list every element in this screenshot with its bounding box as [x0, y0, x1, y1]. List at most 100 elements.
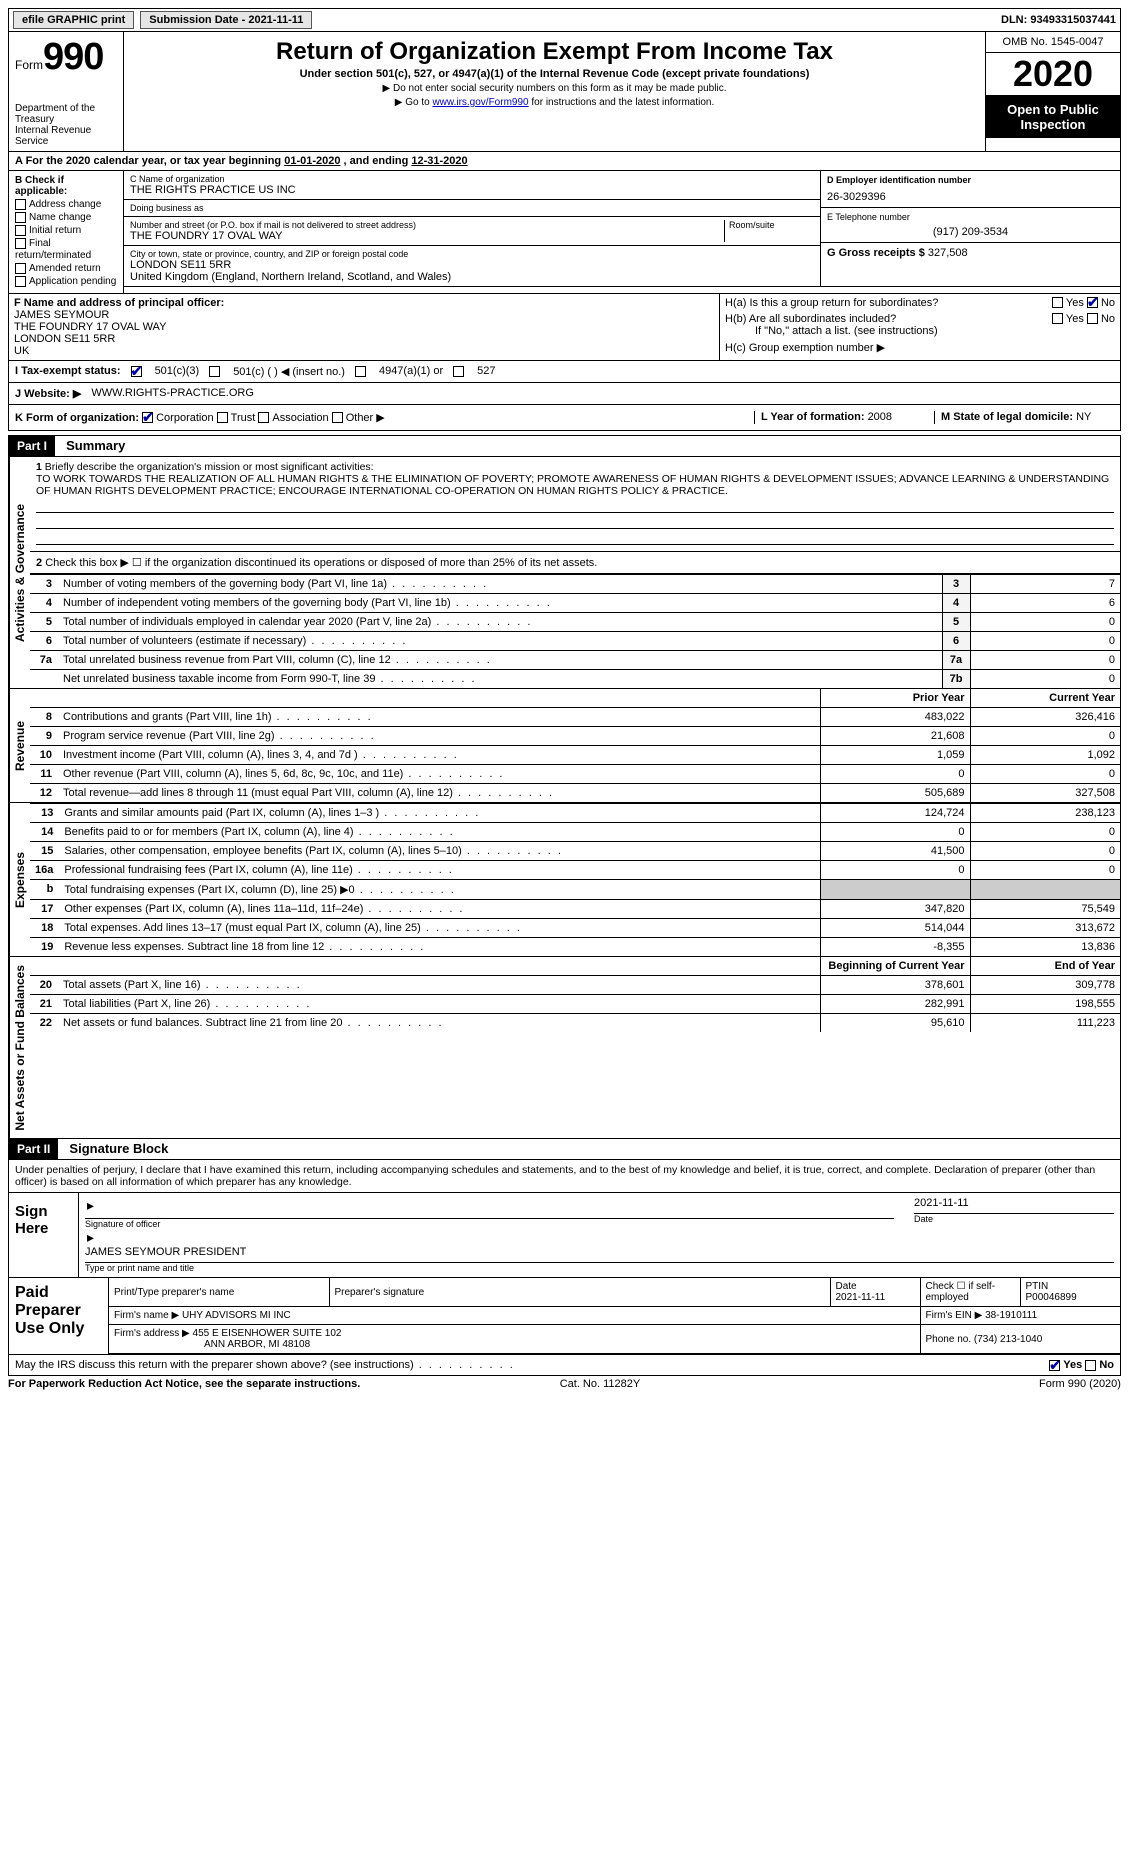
table-row: 8Contributions and grants (Part VIII, li…: [30, 707, 1120, 726]
street: THE FOUNDRY 17 OVAL WAY: [130, 230, 724, 242]
lbl-501c: 501(c) ( ) ◀ (insert no.): [233, 365, 345, 378]
phone-row: E Telephone number (917) 209-3534: [821, 208, 1120, 243]
line-no: 6: [30, 631, 58, 650]
lbl-corp: Corporation: [156, 412, 213, 424]
current-value: 238,123: [970, 803, 1120, 822]
q1: Briefly describe the organization's miss…: [45, 461, 374, 473]
firm-name-label: Firm's name ▶: [114, 1310, 179, 1321]
chk-trust[interactable]: [217, 412, 228, 423]
colB-checkbox[interactable]: [15, 212, 26, 223]
prep-date-cell: Date 2021-11-11: [830, 1278, 920, 1307]
chk-527[interactable]: [453, 366, 464, 377]
room-label: Room/suite: [729, 220, 814, 230]
gov-section: Activities & Governance 1 Briefly descri…: [9, 457, 1120, 688]
table-row: bTotal fundraising expenses (Part IX, co…: [30, 879, 1120, 899]
colB-checkbox[interactable]: [15, 263, 26, 274]
chk-other[interactable]: [332, 412, 343, 423]
blank-line-2: [36, 515, 1114, 529]
prep-hdr-row: Print/Type preparer's name Preparer's si…: [109, 1278, 1120, 1307]
gross-value: 327,508: [928, 247, 968, 259]
prep-date-value: 2021-11-11: [836, 1292, 886, 1303]
table-row: 11Other revenue (Part VIII, column (A), …: [30, 764, 1120, 783]
tax-exempt-status: I Tax-exempt status: 501(c)(3) 501(c) ( …: [8, 361, 1121, 383]
table-row: 10Investment income (Part VIII, column (…: [30, 745, 1120, 764]
topbar: efile GRAPHIC print Submission Date - 20…: [8, 8, 1121, 32]
colB-item: Amended return: [15, 263, 117, 274]
colB-label: Application pending: [29, 276, 116, 287]
chk-4947[interactable]: [355, 366, 366, 377]
irs-link[interactable]: www.irs.gov/Form990: [432, 97, 528, 108]
l-value: 2008: [868, 411, 892, 423]
line-no: 20: [30, 975, 58, 994]
line-desc: Total assets (Part X, line 16): [58, 975, 820, 994]
line-desc: Contributions and grants (Part VIII, lin…: [58, 707, 820, 726]
table-row: 15Salaries, other compensation, employee…: [30, 841, 1120, 860]
paid-preparer-block: Paid Preparer Use Only Print/Type prepar…: [9, 1277, 1120, 1354]
colB-checkbox[interactable]: [15, 199, 26, 210]
colB-label: Name change: [29, 212, 91, 223]
ha-yes-check[interactable]: [1052, 297, 1063, 308]
sig-date-value: 2021-11-11: [914, 1197, 1114, 1209]
line-desc: Total liabilities (Part X, line 26): [58, 994, 820, 1013]
ha-text: H(a) Is this a group return for subordin…: [725, 297, 938, 309]
colB-checkbox[interactable]: [15, 238, 26, 249]
discuss-yes: Yes: [1063, 1359, 1082, 1371]
firm-name-row: Firm's name ▶ UHY ADVISORS MI INC Firm's…: [109, 1307, 1120, 1325]
discuss-row: May the IRS discuss this return with the…: [9, 1354, 1120, 1375]
line-box: 3: [942, 574, 970, 593]
h-a: H(a) Is this a group return for subordin…: [725, 297, 1115, 309]
col-h: H(a) Is this a group return for subordin…: [720, 294, 1120, 360]
line-desc: Total number of volunteers (estimate if …: [58, 631, 942, 650]
vtab-governance: Activities & Governance: [9, 457, 30, 688]
ha-no-check[interactable]: [1087, 297, 1098, 308]
current-value: 0: [970, 726, 1120, 745]
gov-table: 3Number of voting members of the governi…: [30, 574, 1120, 688]
note-website: ▶ Go to www.irs.gov/Form990 for instruct…: [130, 97, 979, 108]
line-box: 5: [942, 612, 970, 631]
hb-yes-check[interactable]: [1052, 313, 1063, 324]
chk-501c[interactable]: [209, 366, 220, 377]
line-desc: Program service revenue (Part VIII, line…: [58, 726, 820, 745]
dept-treasury: Department of the Treasury Internal Reve…: [15, 103, 117, 147]
table-row: 16aProfessional fundraising fees (Part I…: [30, 860, 1120, 879]
m-state: M State of legal domicile: NY: [934, 411, 1114, 424]
chk-501c3[interactable]: [131, 366, 142, 377]
col-b-checkboxes: B Check if applicable: Address changeNam…: [9, 171, 124, 293]
discuss-no-check[interactable]: [1085, 1360, 1096, 1371]
table-row: 13Grants and similar amounts paid (Part …: [30, 803, 1120, 822]
dln-value: 93493315037441: [1030, 14, 1116, 26]
current-value: 326,416: [970, 707, 1120, 726]
colB-header: B Check if applicable:: [15, 175, 117, 197]
prior-value: -8,355: [820, 937, 970, 956]
chk-corp[interactable]: [142, 412, 153, 423]
prep-name-label: Print/Type preparer's name: [109, 1278, 329, 1307]
prior-value: [820, 879, 970, 899]
sign-arrow-1: [85, 1197, 894, 1214]
rev-header-row: Prior Year Current Year: [30, 689, 1120, 708]
part-ii-title: Signature Block: [69, 1141, 168, 1156]
exp-table: 13Grants and similar amounts paid (Part …: [30, 803, 1120, 956]
line-no: 9: [30, 726, 58, 745]
col-c-block: C Name of organization THE RIGHTS PRACTI…: [124, 171, 1120, 293]
line-desc: Grants and similar amounts paid (Part IX…: [59, 803, 820, 822]
org-name-label: C Name of organization: [130, 174, 814, 184]
colB-checkbox[interactable]: [15, 276, 26, 287]
table-row: 22Net assets or fund balances. Subtract …: [30, 1013, 1120, 1032]
current-value: 198,555: [970, 994, 1120, 1013]
foot-left: For Paperwork Reduction Act Notice, see …: [8, 1378, 360, 1390]
chk-assoc[interactable]: [258, 412, 269, 423]
hdr-curr: Current Year: [970, 689, 1120, 708]
current-value: 111,223: [970, 1013, 1120, 1032]
discuss-yes-check[interactable]: [1049, 1360, 1060, 1371]
table-row: 21Total liabilities (Part X, line 26)282…: [30, 994, 1120, 1013]
efile-print-button[interactable]: efile GRAPHIC print: [13, 11, 134, 29]
officer-name-title: JAMES SEYMOUR PRESIDENT: [85, 1246, 1114, 1258]
table-row: 14Benefits paid to or for members (Part …: [30, 822, 1120, 841]
table-row: 18Total expenses. Add lines 13–17 (must …: [30, 918, 1120, 937]
city-label: City or town, state or province, country…: [130, 249, 451, 259]
table-row: 3Number of voting members of the governi…: [30, 574, 1120, 593]
line-no: 21: [30, 994, 58, 1013]
colB-checkbox[interactable]: [15, 225, 26, 236]
prep-sig-label: Preparer's signature: [329, 1278, 830, 1307]
hb-no-check[interactable]: [1087, 313, 1098, 324]
